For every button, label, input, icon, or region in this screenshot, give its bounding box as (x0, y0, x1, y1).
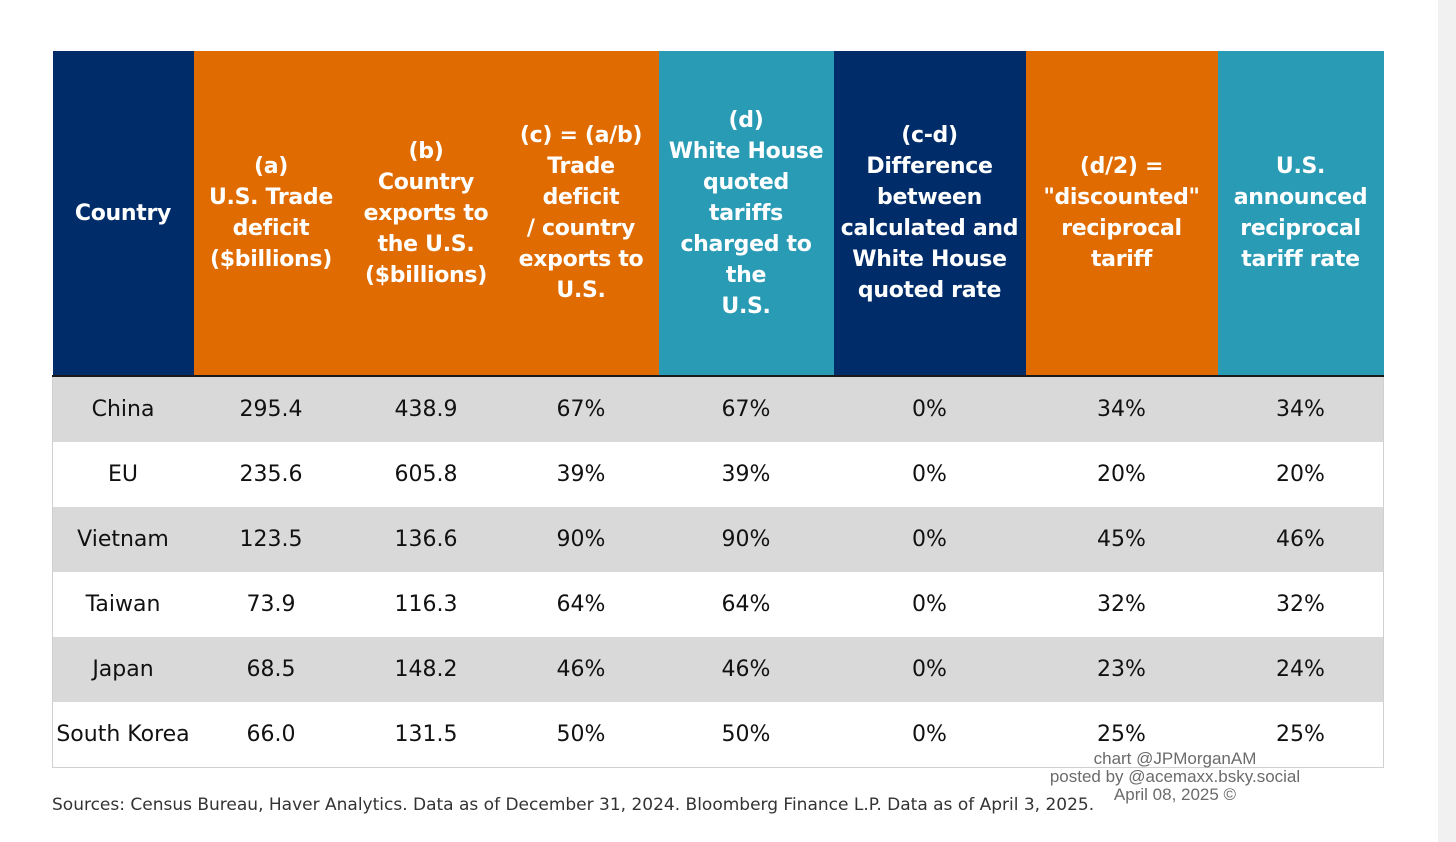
column-header-white-house-quoted: (d) White House quoted tariffs charged t… (658, 51, 834, 376)
value-cell: 50% (658, 702, 834, 768)
table-row: Vietnam 123.5 136.6 90% 90% 0% 45% 46% (52, 507, 1384, 572)
column-header-country-exports: (b) Country exports to the U.S. ($billio… (348, 51, 504, 376)
value-cell: 34% (1217, 376, 1384, 442)
value-cell: 116.3 (348, 572, 504, 637)
watermark-line-posted-by: posted by @acemaxx.bsky.social (1049, 767, 1301, 786)
table-body: China 295.4 438.9 67% 67% 0% 34% 34% EU 235.6 605.… (52, 376, 1384, 768)
table-row: China 295.4 438.9 67% 67% 0% 34% 34% (52, 376, 1384, 442)
country-cell: China (52, 376, 194, 442)
value-cell: 39% (658, 442, 834, 507)
value-cell: 0% (833, 442, 1026, 507)
value-cell: 0% (833, 572, 1026, 637)
value-cell: 605.8 (348, 442, 504, 507)
column-header-country: Country (52, 51, 194, 376)
column-header-discounted-tariff: (d/2) = "discounted" reciprocal tariff (1025, 51, 1218, 376)
country-cell: Japan (52, 637, 194, 702)
value-cell: 123.5 (193, 507, 349, 572)
value-cell: 64% (503, 572, 659, 637)
value-cell: 46% (1217, 507, 1384, 572)
value-cell: 20% (1025, 442, 1218, 507)
header-row: Country (a) U.S. Trade deficit ($billion… (52, 51, 1384, 376)
value-cell: 32% (1217, 572, 1384, 637)
value-cell: 0% (833, 507, 1026, 572)
value-cell: 67% (503, 376, 659, 442)
value-cell: 68.5 (193, 637, 349, 702)
column-header-announced-rate: U.S. announced reciprocal tariff rate (1217, 51, 1384, 376)
country-cell: South Korea (52, 702, 194, 768)
value-cell: 90% (503, 507, 659, 572)
watermark: chart @JPMorganAM posted by @acemaxx.bsk… (1020, 750, 1330, 804)
value-cell: 20% (1217, 442, 1384, 507)
value-cell: 136.6 (348, 507, 504, 572)
value-cell: 50% (503, 702, 659, 768)
value-cell: 73.9 (193, 572, 349, 637)
value-cell: 235.6 (193, 442, 349, 507)
value-cell: 46% (658, 637, 834, 702)
table-row: Japan 68.5 148.2 46% 46% 0% 23% 24% (52, 637, 1384, 702)
value-cell: 25% (1025, 702, 1218, 768)
value-cell: 24% (1217, 637, 1384, 702)
value-cell: 90% (658, 507, 834, 572)
country-cell: Taiwan (52, 572, 194, 637)
value-cell: 131.5 (348, 702, 504, 768)
sources-note: Sources: Census Bureau, Haver Analytics.… (52, 795, 1095, 815)
column-header-trade-deficit: (a) U.S. Trade deficit ($billions) (193, 51, 349, 376)
value-cell: 438.9 (348, 376, 504, 442)
watermark-line-chart-credit: chart @JPMorganAM (1093, 749, 1257, 768)
value-cell: 67% (658, 376, 834, 442)
value-cell: 0% (833, 376, 1026, 442)
value-cell: 39% (503, 442, 659, 507)
value-cell: 45% (1025, 507, 1218, 572)
watermark-line-date: April 08, 2025 © (1113, 785, 1237, 804)
value-cell: 0% (833, 637, 1026, 702)
tariff-table: Country (a) U.S. Trade deficit ($billion… (52, 51, 1384, 768)
value-cell: 34% (1025, 376, 1218, 442)
column-header-deficit-ratio: (c) = (a/b) Trade deficit / country expo… (503, 51, 659, 376)
value-cell: 25% (1217, 702, 1384, 768)
value-cell: 0% (833, 702, 1026, 768)
table-row: Taiwan 73.9 116.3 64% 64% 0% 32% 32% (52, 572, 1384, 637)
country-cell: Vietnam (52, 507, 194, 572)
value-cell: 23% (1025, 637, 1218, 702)
table-row: EU 235.6 605.8 39% 39% 0% 20% 20% (52, 442, 1384, 507)
page-scrollbar-edge (1438, 0, 1456, 842)
value-cell: 46% (503, 637, 659, 702)
value-cell: 64% (658, 572, 834, 637)
value-cell: 32% (1025, 572, 1218, 637)
value-cell: 148.2 (348, 637, 504, 702)
country-cell: EU (52, 442, 194, 507)
column-header-difference: (c-d) Difference between calculated and … (833, 51, 1026, 376)
value-cell: 66.0 (193, 702, 349, 768)
table-row: South Korea 66.0 131.5 50% 50% 0% 25% 25% (52, 702, 1384, 768)
value-cell: 295.4 (193, 376, 349, 442)
